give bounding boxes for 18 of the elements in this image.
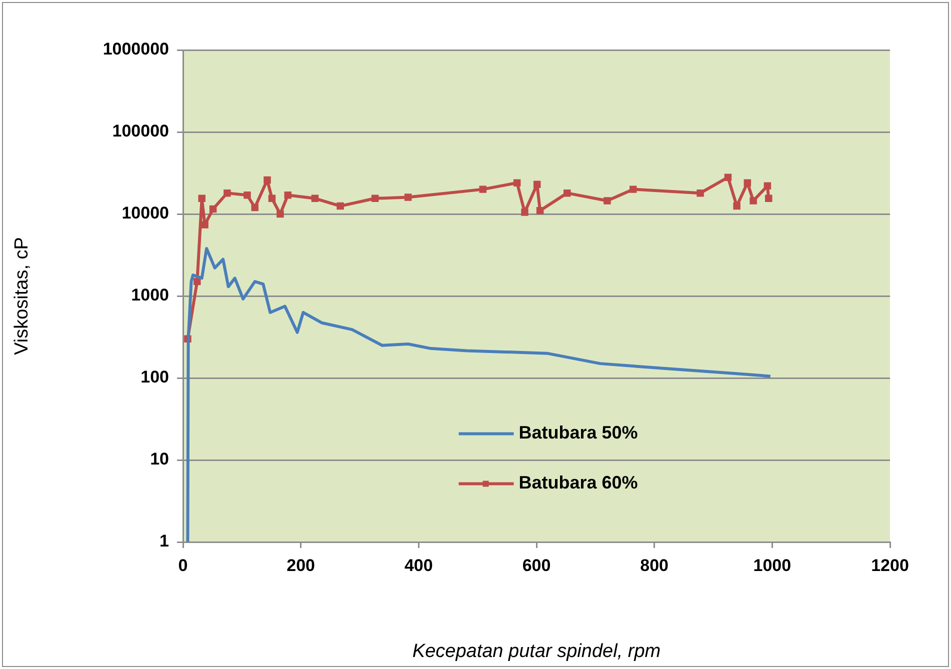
x-tick-label: 0	[178, 556, 188, 575]
x-tick-label: 600	[522, 556, 551, 575]
x-axis-title: Kecepatan putar spindel, rpm	[412, 640, 661, 662]
y-tick-label: 100	[140, 368, 169, 387]
y-axis-title: Viskositas, cP	[12, 237, 33, 355]
y-tick-label: 1000000	[102, 40, 169, 59]
x-tick-label: 200	[286, 556, 316, 575]
x-tick-label: 400	[404, 556, 433, 575]
x-tick-label: 1000	[753, 556, 792, 575]
y-tick-label: 10000	[122, 204, 169, 223]
legend-label: Batubara 50%	[518, 422, 638, 443]
legend-label: Batubara 60%	[518, 472, 638, 493]
x-tick-label: 800	[640, 556, 669, 575]
y-tick-label: 1000	[131, 286, 169, 305]
y-tick-label: 1	[160, 532, 169, 551]
x-tick-label: 1200	[871, 556, 909, 575]
y-tick-label: 10	[150, 450, 169, 469]
y-tick-label: 100000	[112, 122, 169, 141]
